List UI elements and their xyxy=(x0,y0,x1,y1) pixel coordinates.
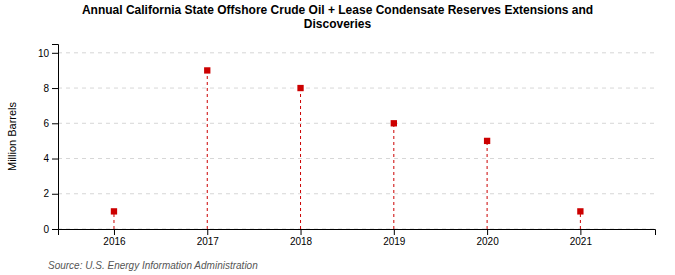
y-tick: 6 xyxy=(43,118,58,129)
x-tick-label: 2018 xyxy=(290,236,313,247)
y-tick-mark xyxy=(52,159,58,160)
y-tick-mark xyxy=(52,123,58,124)
y-tick-label: 8 xyxy=(43,83,49,94)
title: Annual California State Offshore Crude O… xyxy=(82,3,593,31)
x-tick: 2019 xyxy=(383,229,406,247)
y-tick: 10 xyxy=(38,48,58,59)
y-axis-title: Million Barrels xyxy=(6,101,18,171)
x-tick-label: 2021 xyxy=(570,236,593,247)
stem xyxy=(393,123,394,229)
y-tick: 0 xyxy=(43,224,58,235)
source-note: Source: U.S. Energy Information Administ… xyxy=(48,260,258,271)
y-tick-label: 4 xyxy=(43,153,49,164)
point xyxy=(204,67,210,73)
x-tick-mark xyxy=(301,229,302,235)
y-tick: 2 xyxy=(43,188,58,199)
x-tick: 2018 xyxy=(290,229,313,247)
grid-line xyxy=(58,158,655,159)
x-tick-mark xyxy=(580,229,581,235)
y-tick-label: 10 xyxy=(38,48,50,59)
x-tick-label: 2019 xyxy=(383,236,406,247)
grid-line xyxy=(58,52,655,53)
x-tick-label: 2016 xyxy=(103,236,126,247)
grid-line xyxy=(58,193,655,194)
x-tick-mark xyxy=(114,229,115,235)
grid xyxy=(58,53,655,229)
y-axis: 0 2 4 6 8 10 xyxy=(38,45,59,235)
x-tick-label: 2020 xyxy=(476,236,499,247)
y-tick-label: 0 xyxy=(43,224,49,235)
x-tick: 2017 xyxy=(197,229,220,247)
y-tick-mark xyxy=(52,194,58,195)
point xyxy=(391,120,397,126)
y-tick-mark xyxy=(52,229,58,230)
point xyxy=(484,138,490,144)
y-tick-label: 2 xyxy=(43,188,49,199)
y-tick-mark xyxy=(52,88,58,89)
point xyxy=(577,208,583,214)
y-tick-mark xyxy=(52,53,58,54)
x-tick-mark xyxy=(394,229,395,235)
plot: 0 2 4 6 8 10 2016 2017 2018 2019 2020 2021 xyxy=(38,45,656,248)
stem xyxy=(207,70,208,229)
y-axis-line xyxy=(52,45,59,230)
x-tick: 2016 xyxy=(103,229,126,247)
chart-root: 0 2 4 6 8 10 2016 2017 2018 2019 2020 2021 Annual Ca… xyxy=(0,0,675,275)
grid-line xyxy=(58,123,655,124)
x-tick-label: 2017 xyxy=(197,236,220,247)
y-tick: 4 xyxy=(43,153,58,164)
y-tick-label: 6 xyxy=(43,118,49,129)
point xyxy=(297,85,303,91)
y-tick: 8 xyxy=(43,83,58,94)
x-tick-mark xyxy=(207,229,208,235)
point xyxy=(111,208,117,214)
x-tick: 2020 xyxy=(476,229,499,247)
grid-line xyxy=(58,88,655,89)
x-axis: 2016 2017 2018 2019 2020 2021 xyxy=(59,229,656,247)
x-axis-line xyxy=(59,230,656,236)
stem xyxy=(487,141,488,229)
x-tick: 2021 xyxy=(570,229,593,247)
stem xyxy=(300,88,301,229)
marks xyxy=(111,67,584,229)
x-tick-mark xyxy=(487,229,488,235)
